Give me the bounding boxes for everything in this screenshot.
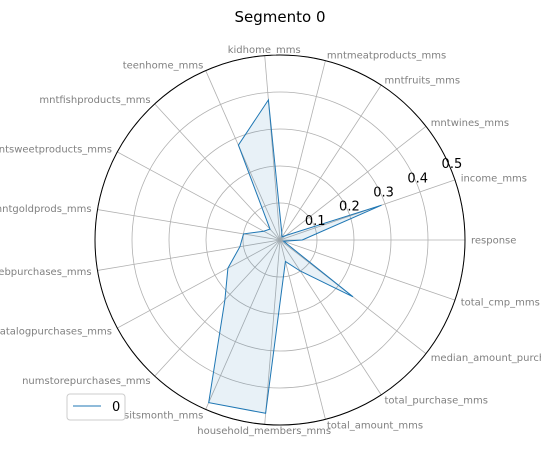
category-label: teenhome_mms — [123, 61, 204, 72]
category-label: response — [471, 236, 516, 247]
radial-tick-label: 0.2 — [339, 200, 360, 215]
category-label: numcatalogpurchases_mms — [0, 326, 112, 337]
grid-spoke — [279, 239, 382, 396]
category-label: numwebvisitsmonth_mms — [72, 410, 203, 421]
category-label: mntmeatproducts_mms — [327, 50, 446, 61]
category-label: household_members_mms — [197, 426, 331, 437]
category-label: total_cmp_mms — [461, 298, 540, 309]
category-label: total_amount_mms — [327, 421, 423, 432]
polar-frame — [94, 54, 466, 426]
category-label: mntfruits_mms — [385, 76, 461, 87]
category-label: total_purchase_mms — [385, 395, 488, 406]
series-layer — [208, 98, 382, 414]
chart-title: Segmento 0 — [235, 8, 326, 26]
category-label: numstorepurchases_mms — [22, 376, 151, 387]
grid-spoke — [279, 126, 427, 241]
legend-label: 0 — [112, 400, 120, 415]
grid-spoke — [279, 60, 326, 241]
series-line — [208, 98, 382, 414]
grid-spoke — [117, 239, 281, 329]
category-label: mntfishproducts_mms — [39, 95, 150, 106]
grid-spoke — [205, 70, 281, 241]
radial-tick-label: 0.5 — [442, 157, 463, 172]
category-label: kidhome_mms — [228, 45, 301, 56]
category-label: income_mms — [461, 174, 527, 185]
radial-tick-label: 0.4 — [407, 171, 428, 186]
radar-grid — [94, 54, 466, 426]
grid-spoke — [279, 84, 382, 241]
grid-spoke — [205, 239, 281, 410]
grid-spoke — [264, 239, 281, 425]
category-label: mntsweetproducts_mms — [0, 145, 112, 156]
category-label: median_amount_purchase_mms — [431, 353, 541, 364]
category-label: numwebpurchases_mms — [0, 267, 92, 278]
category-label: mntgoldprods_mms — [0, 204, 92, 215]
category-label: mntwines_mms — [431, 118, 509, 129]
legend: 0 — [66, 393, 126, 421]
grid-spoke — [117, 151, 281, 241]
radial-tick-label: 0.3 — [373, 186, 394, 201]
series-area — [208, 99, 382, 414]
grid-spoke — [264, 55, 281, 241]
radial-tick-label: 0.1 — [305, 214, 326, 229]
legend-box — [66, 393, 126, 421]
grid-spoke — [97, 209, 281, 241]
grid-spoke — [279, 239, 326, 420]
radial-tick-labels: 0.1 0.2 0.3 0.4 0.5 — [305, 157, 462, 229]
grid-spoke — [154, 103, 281, 241]
category-labels: response income_mms mntwines_mms mntfruits_… — [0, 45, 541, 437]
grid-spoke — [97, 239, 281, 271]
grid-spoke — [154, 239, 281, 377]
grid-spoke — [279, 239, 456, 301]
